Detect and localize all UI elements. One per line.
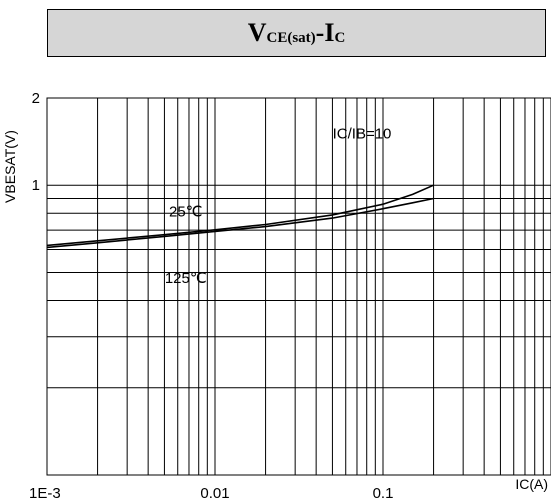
plot-frame [46, 97, 551, 476]
annotation-label-2: 25℃ [169, 203, 203, 220]
y-axis-label: VBESAT(V) [2, 130, 18, 203]
labels: 1E-3 0.01 0.1 1 2 IC(A) VBESAT(V) IC/IB=10 25℃ 12… [2, 90, 548, 502]
y-tick-label: 2 [32, 90, 40, 107]
title-i: I [324, 18, 335, 47]
x-tick-label: 1E-3 [29, 485, 61, 502]
title-v: V [247, 18, 267, 47]
grid [47, 98, 551, 475]
y-tick-label: 1 [32, 177, 40, 194]
x-tick-label: 0.1 [373, 485, 394, 502]
title-v-subscript: CE(sat) [266, 29, 316, 46]
title-separator: - [315, 18, 325, 47]
x-axis-label: IC(A) [515, 476, 548, 492]
annotation-label-1: IC/IB=10 [333, 125, 392, 142]
series-line-1 [46, 184, 434, 247]
title-i-subscript: C [334, 29, 346, 46]
x-tick-label: 0.01 [200, 485, 229, 502]
annotation-label-3: 125℃ [165, 270, 207, 287]
series-line-2 [46, 197, 434, 249]
series-group [46, 184, 434, 249]
